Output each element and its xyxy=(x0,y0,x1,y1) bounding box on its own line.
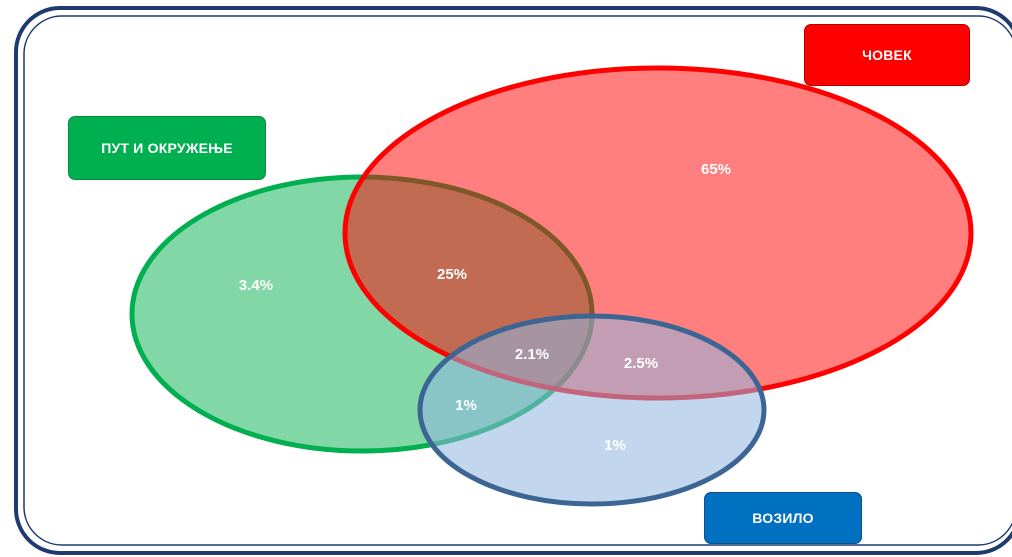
vehicle-label: ВОЗИЛО xyxy=(704,492,862,544)
region-vehicle-only: 1% xyxy=(604,437,626,454)
region-human-vehicle: 2.5% xyxy=(624,355,658,372)
vehicle-ellipse xyxy=(417,313,767,507)
region-all-three: 2.1% xyxy=(515,346,549,363)
frame-outer xyxy=(14,6,1012,555)
region-road-human: 25% xyxy=(437,266,467,283)
human-label: ЧОВЕК xyxy=(804,24,970,86)
region-road-only: 3.4% xyxy=(239,277,273,294)
region-human-only: 65% xyxy=(701,161,731,178)
frame-inner xyxy=(23,15,1012,546)
region-road-vehicle: 1% xyxy=(455,397,477,414)
road-environment-label: ПУТ И ОКРУЖЕЊЕ xyxy=(68,116,266,180)
